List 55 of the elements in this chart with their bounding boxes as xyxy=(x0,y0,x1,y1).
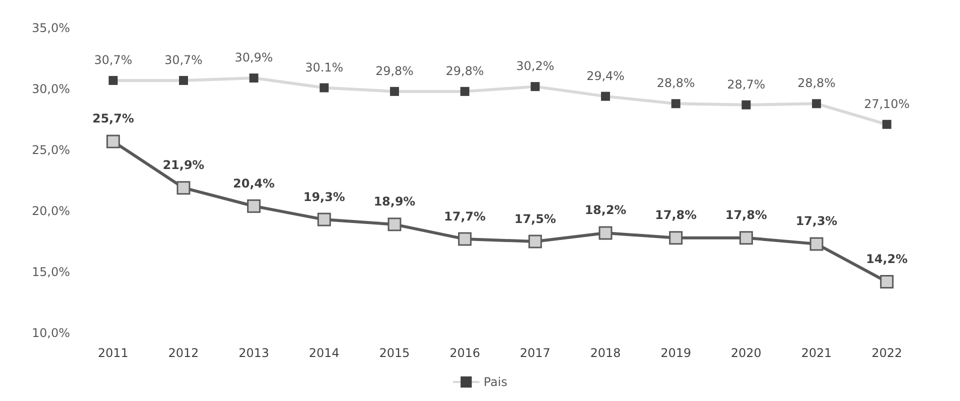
data-label: 25,7% xyxy=(92,112,134,126)
data-label: 30,2% xyxy=(516,59,554,74)
point xyxy=(739,231,753,245)
x-tick-label: 2013 xyxy=(238,346,270,360)
data-label: 20,4% xyxy=(233,176,275,190)
point xyxy=(669,231,683,245)
point xyxy=(317,212,331,226)
y-tick-label: 30,0% xyxy=(32,82,70,96)
x-tick-label: 2021 xyxy=(801,346,832,360)
point xyxy=(598,226,612,240)
x-tick-label: 2017 xyxy=(520,346,550,360)
data-label: 30.1% xyxy=(305,60,344,74)
point xyxy=(810,237,824,251)
data-label: 30,9% xyxy=(234,50,273,65)
data-label: 27,10% xyxy=(864,96,910,111)
x-tick-label: 2018 xyxy=(590,346,621,360)
x-tick-label: 2014 xyxy=(308,346,340,360)
y-tick-label: 15,0% xyxy=(32,265,70,279)
data-label: 17,7% xyxy=(444,209,486,224)
point xyxy=(458,232,472,246)
point xyxy=(247,199,261,213)
y-tick-label: 35,0% xyxy=(32,21,70,35)
data-label: 28,8% xyxy=(656,76,695,90)
point xyxy=(880,275,894,289)
data-label: 30,7% xyxy=(94,52,132,67)
point xyxy=(528,234,542,248)
data-label: 19,3% xyxy=(303,190,345,204)
x-tick-label: 2011 xyxy=(98,346,128,360)
data-label: 28,8% xyxy=(797,76,836,90)
data-label: 21,9% xyxy=(162,158,204,172)
data-label: 17,8% xyxy=(725,208,767,222)
legend-label: Pais xyxy=(484,375,508,389)
y-tick-label: 25,0% xyxy=(32,143,70,157)
data-label: 18,9% xyxy=(374,194,416,209)
y-tick-label: 10,0% xyxy=(32,326,70,340)
x-tick-label: 2016 xyxy=(450,346,480,360)
data-label: 29,8% xyxy=(375,64,414,78)
data-label: 30,7% xyxy=(164,52,203,67)
data-label: 29,4% xyxy=(586,68,625,83)
data-label: 14,2% xyxy=(866,252,908,266)
x-tick-label: 2020 xyxy=(730,346,762,360)
data-label: 17,5% xyxy=(514,212,556,226)
point xyxy=(388,218,402,232)
x-tick-label: 2022 xyxy=(872,346,902,360)
data-label: 29,8% xyxy=(446,64,484,78)
x-tick-label: 2019 xyxy=(660,346,692,360)
data-label: 17,3% xyxy=(796,214,838,228)
data-label: 28,7% xyxy=(727,77,766,92)
x-tick-label: 2015 xyxy=(379,346,410,360)
point xyxy=(106,134,120,148)
data-label: 17,8% xyxy=(655,208,697,222)
data-label: 18,2% xyxy=(584,203,626,218)
point xyxy=(176,181,190,195)
y-tick-label: 20,0% xyxy=(32,204,70,218)
x-tick-label: 2012 xyxy=(168,346,199,360)
